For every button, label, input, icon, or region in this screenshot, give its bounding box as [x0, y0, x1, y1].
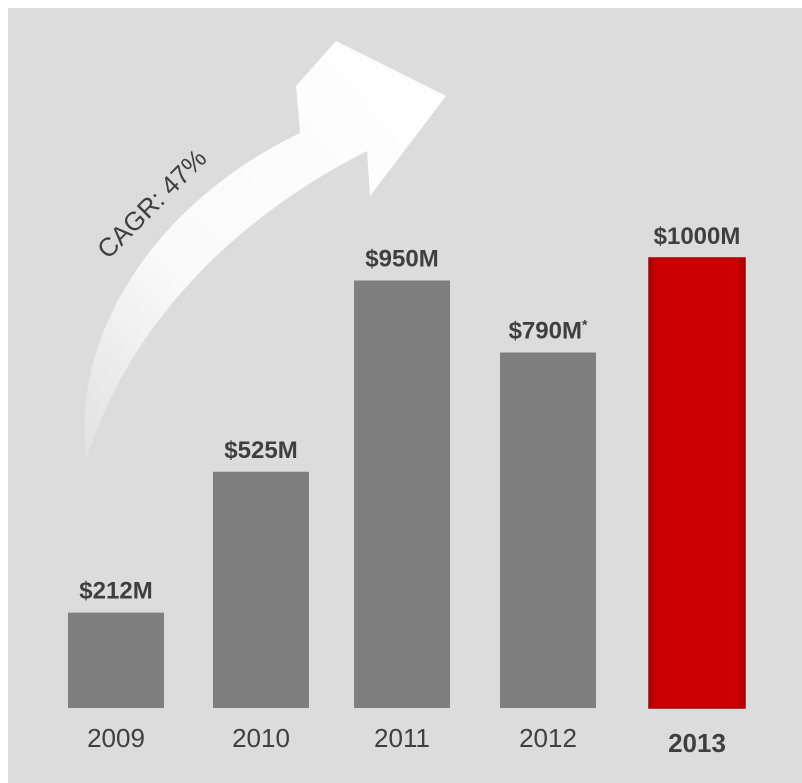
bar-2010 — [213, 471, 309, 708]
category-label-2010: 2010 — [232, 723, 290, 753]
category-label-2013: 2013 — [668, 728, 726, 758]
growth-arrow-icon — [84, 41, 447, 460]
category-label-2012: 2012 — [519, 723, 577, 753]
value-label-2011: $950M — [365, 246, 438, 273]
bar-2012 — [500, 352, 596, 708]
bar-2013 — [648, 257, 746, 709]
value-label-2010: $525M — [224, 437, 297, 464]
bars-group — [68, 257, 746, 709]
category-label-2009: 2009 — [87, 723, 145, 753]
value-label-2009: $212M — [79, 578, 152, 605]
value-labels-group: $212M $525M $950M $790M* $1000M — [79, 223, 740, 605]
value-label-2012: $790M* — [509, 317, 588, 345]
value-label-2013: $1000M — [654, 223, 741, 250]
bar-2011 — [354, 280, 450, 708]
footnote-mark: * — [582, 317, 588, 333]
category-labels-group: 2009 2010 2011 2012 2013 — [87, 723, 726, 758]
bar-2009 — [68, 612, 164, 708]
category-label-2011: 2011 — [374, 723, 430, 753]
